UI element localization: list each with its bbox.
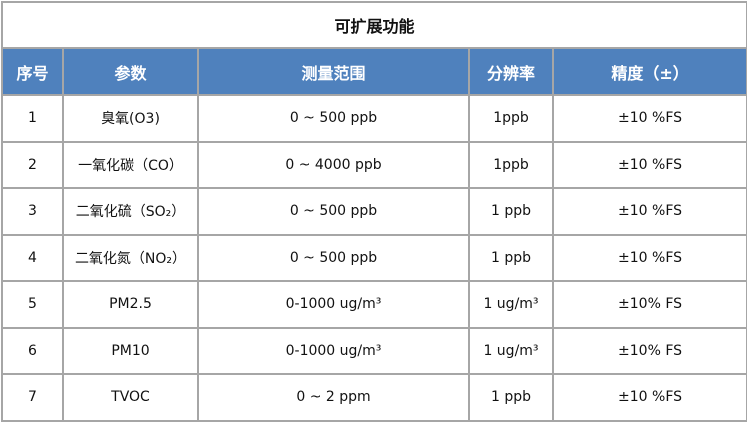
- cell-no: 1: [1, 94, 64, 143]
- cell-range: 0-1000 ug/m³: [197, 280, 470, 329]
- cell-accuracy: ±10 %FS: [551, 94, 747, 143]
- cell-param: 二氧化硫（SO₂）: [62, 187, 199, 236]
- table-row: 1 臭氧(O3) 0 ~ 500 ppb 1ppb ±10 %FS: [1, 94, 747, 143]
- cell-range: 0 ~ 4000 ppb: [197, 140, 470, 189]
- header-row: 序号 参数 测量范围 分辨率 精度（±）: [1, 47, 747, 96]
- cell-accuracy: ±10% FS: [551, 326, 747, 375]
- cell-accuracy: ±10 %FS: [551, 140, 747, 189]
- table-row: 6 PM10 0-1000 ug/m³ 1 ug/m³ ±10% FS: [1, 326, 747, 375]
- header-resolution: 分辨率: [468, 47, 554, 96]
- cell-no: 2: [1, 140, 64, 189]
- cell-param: PM2.5: [62, 280, 199, 329]
- cell-resolution: 1 ppb: [468, 187, 554, 236]
- cell-resolution: 1 ppb: [468, 373, 554, 422]
- table-row: 5 PM2.5 0-1000 ug/m³ 1 ug/m³ ±10% FS: [1, 280, 747, 329]
- cell-no: 6: [1, 326, 64, 375]
- cell-resolution: 1 ug/m³: [468, 326, 554, 375]
- cell-range: 0 ~ 2 ppm: [197, 373, 470, 422]
- cell-param: PM10: [62, 326, 199, 375]
- cell-no: 5: [1, 280, 64, 329]
- title-row: 可扩展功能: [0, 1, 747, 49]
- cell-param: 一氧化碳（CO）: [62, 140, 199, 189]
- header-param: 参数: [62, 47, 199, 96]
- cell-accuracy: ±10% FS: [551, 280, 747, 329]
- header-range: 测量范围: [197, 47, 470, 96]
- cell-param: 二氧化氮（NO₂）: [62, 233, 199, 282]
- table-row: 4 二氧化氮（NO₂） 0 ~ 500 ppb 1 ppb ±10 %FS: [1, 233, 747, 282]
- cell-range: 0 ~ 500 ppb: [197, 233, 470, 282]
- table-row: 2 一氧化碳（CO） 0 ~ 4000 ppb 1ppb ±10 %FS: [1, 140, 747, 189]
- header-accuracy: 精度（±）: [551, 47, 747, 96]
- table-row: 7 TVOC 0 ~ 2 ppm 1 ppb ±10 %FS: [1, 373, 747, 422]
- cell-accuracy: ±10 %FS: [551, 233, 747, 282]
- cell-resolution: 1 ppb: [468, 233, 554, 282]
- cell-no: 7: [1, 373, 64, 422]
- cell-accuracy: ±10 %FS: [551, 373, 747, 422]
- cell-resolution: 1ppb: [468, 94, 554, 143]
- table-row: 3 二氧化硫（SO₂） 0 ~ 500 ppb 1 ppb ±10 %FS: [1, 187, 747, 236]
- cell-range: 0 ~ 500 ppb: [197, 187, 470, 236]
- cell-accuracy: ±10 %FS: [551, 187, 747, 236]
- cell-no: 4: [1, 233, 64, 282]
- cell-range: 0-1000 ug/m³: [197, 326, 470, 375]
- cell-resolution: 1 ug/m³: [468, 280, 554, 329]
- cell-param: 臭氧(O3): [62, 94, 199, 143]
- expandable-functions-table: 可扩展功能 序号 参数 测量范围 分辨率 精度（±） 1 臭氧(O3) 0 ~ 50…: [0, 1, 747, 422]
- table-title: 可扩展功能: [0, 1, 747, 49]
- cell-no: 3: [1, 187, 64, 236]
- header-no: 序号: [1, 47, 64, 96]
- cell-resolution: 1ppb: [468, 140, 554, 189]
- cell-range: 0 ~ 500 ppb: [197, 94, 470, 143]
- cell-param: TVOC: [62, 373, 199, 422]
